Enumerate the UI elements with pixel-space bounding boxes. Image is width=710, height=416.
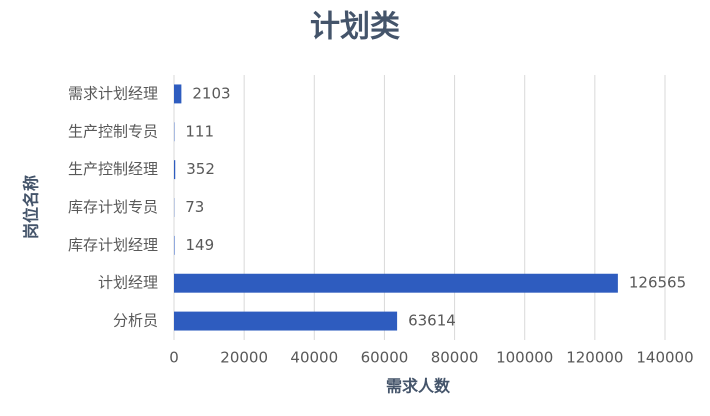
y-tick-label: 生产控制专员	[68, 122, 158, 140]
value-label: 2103	[192, 84, 230, 102]
x-axis-title: 需求人数	[386, 377, 451, 396]
value-label: 352	[186, 160, 215, 178]
y-tick-label: 需求计划经理	[68, 84, 158, 102]
x-tick-label: 60000	[361, 349, 409, 367]
bar	[174, 273, 618, 293]
x-tick-label: 100000	[496, 349, 553, 367]
y-tick-label: 分析员	[113, 312, 158, 330]
x-tick-label: 120000	[566, 349, 623, 367]
y-tick-label: 库存计划专员	[68, 198, 158, 216]
value-label: 126565	[629, 274, 686, 292]
value-label: 111	[185, 122, 214, 140]
bar	[174, 235, 175, 255]
value-label: 149	[186, 236, 215, 254]
x-tick-label: 80000	[431, 349, 479, 367]
y-tick-label: 生产控制经理	[68, 160, 158, 178]
bar	[174, 160, 176, 180]
x-tick-label: 40000	[290, 349, 338, 367]
bar	[174, 84, 182, 104]
x-tick-label: 140000	[636, 349, 693, 367]
y-tick-label: 计划经理	[98, 274, 158, 292]
chart-title: 计划类	[310, 10, 400, 45]
x-tick-label: 20000	[220, 349, 268, 367]
bar	[174, 311, 398, 331]
y-axis-title: 岗位名称	[22, 175, 41, 239]
value-label: 63614	[408, 312, 456, 330]
y-tick-label: 库存计划经理	[68, 236, 158, 254]
x-tick-label: 0	[169, 349, 179, 367]
value-label: 73	[185, 198, 204, 216]
